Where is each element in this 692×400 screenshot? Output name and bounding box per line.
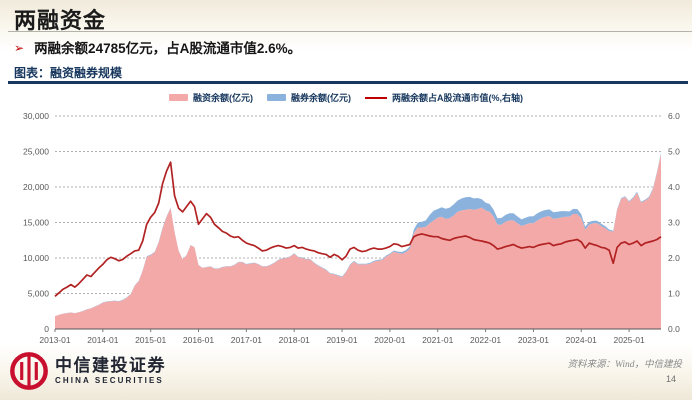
bullet-text: 两融余额24785亿元，占A股流通市值2.6%。 xyxy=(34,41,302,56)
x-axis-label: 2018-01 xyxy=(279,335,310,345)
x-axis-label: 2017-01 xyxy=(231,335,262,345)
x-axis-label: 2025-01 xyxy=(614,335,645,345)
logo-emblem-icon xyxy=(10,352,48,390)
y-axis-label-left: 25,000 xyxy=(23,147,49,157)
y-axis-label-right: 4.0 xyxy=(668,182,680,192)
y-axis-label-left: 15,000 xyxy=(23,218,49,228)
x-axis-label: 2023-01 xyxy=(518,335,549,345)
legend-item-rongquan: 融券余额(亿元) xyxy=(267,91,351,104)
x-axis-label: 2020-01 xyxy=(374,335,405,345)
line-ratio-market-cap xyxy=(54,161,662,297)
page-number: 14 xyxy=(665,374,676,384)
x-axis-label: 2015-01 xyxy=(135,335,166,345)
legend-item-rongzi: 融资余额(亿元) xyxy=(169,91,253,104)
margin-trading-chart: 2013-01 2014-01 2015-01 2016-01 2017-01 2018-… xyxy=(23,111,680,345)
legend-item-ratio: 两融余额占A股流通市值(%,右轴) xyxy=(365,91,523,104)
y-axis-label-right: 5.0 xyxy=(668,147,680,157)
x-axis-label: 2024-01 xyxy=(566,335,597,345)
y-axis-label-left: 0 xyxy=(44,324,49,334)
source-note: 资料来源：Wind，中信建投 xyxy=(567,360,682,370)
company-logo: 中信建投证券 CHINA SECURITIES xyxy=(10,352,166,390)
x-axis-label: 2016-01 xyxy=(183,335,214,345)
legend-label: 融券余额(亿元) xyxy=(291,93,351,103)
y-axis-label-right: 1.0 xyxy=(668,289,680,299)
y-axis-label-left: 5,000 xyxy=(28,289,50,299)
caption-divider xyxy=(8,81,688,84)
x-axis-label: 2022-01 xyxy=(470,335,501,345)
x-axis-label: 2021-01 xyxy=(422,335,453,345)
rongzi-swatch-icon xyxy=(169,94,188,101)
x-axis-label: 2019-01 xyxy=(326,335,357,345)
x-axis-label: 2014-01 xyxy=(87,335,118,345)
y-axis-label-right: 3.0 xyxy=(668,218,680,228)
y-axis-label-left: 30,000 xyxy=(23,111,49,121)
chart-legend: 融资余额(亿元) 融券余额(亿元) 两融余额占A股流通市值(%,右轴) xyxy=(0,91,692,104)
y-axis-label-right: 2.0 xyxy=(668,253,680,263)
y-axis-label-left: 20,000 xyxy=(23,182,49,192)
area-rongzi-balance xyxy=(55,154,661,329)
legend-label: 两融余额占A股流通市值(%,右轴) xyxy=(392,93,523,103)
bullet-item: ➢ 两融余额24785亿元，占A股流通市值2.6%。 xyxy=(14,40,301,57)
y-axis-label-right: 0.0 xyxy=(668,324,680,334)
chart-caption: 图表：融资融券规模 xyxy=(14,66,123,80)
rongquan-swatch-icon xyxy=(267,94,286,101)
page-title: 两融资金 xyxy=(14,8,107,33)
arrow-bullet-icon: ➢ xyxy=(14,41,25,55)
logo-name-cn: 中信建投证券 xyxy=(55,356,166,375)
y-axis-label-left: 10,000 xyxy=(23,253,49,263)
logo-name-en: CHINA SECURITIES xyxy=(55,376,164,385)
title-underline xyxy=(8,31,692,32)
x-axis-label: 2013-01 xyxy=(39,335,70,345)
ratio-line-swatch-icon xyxy=(365,96,387,99)
legend-label: 融资余额(亿元) xyxy=(193,93,253,103)
y-axis-label-right: 6.0 xyxy=(668,111,680,121)
